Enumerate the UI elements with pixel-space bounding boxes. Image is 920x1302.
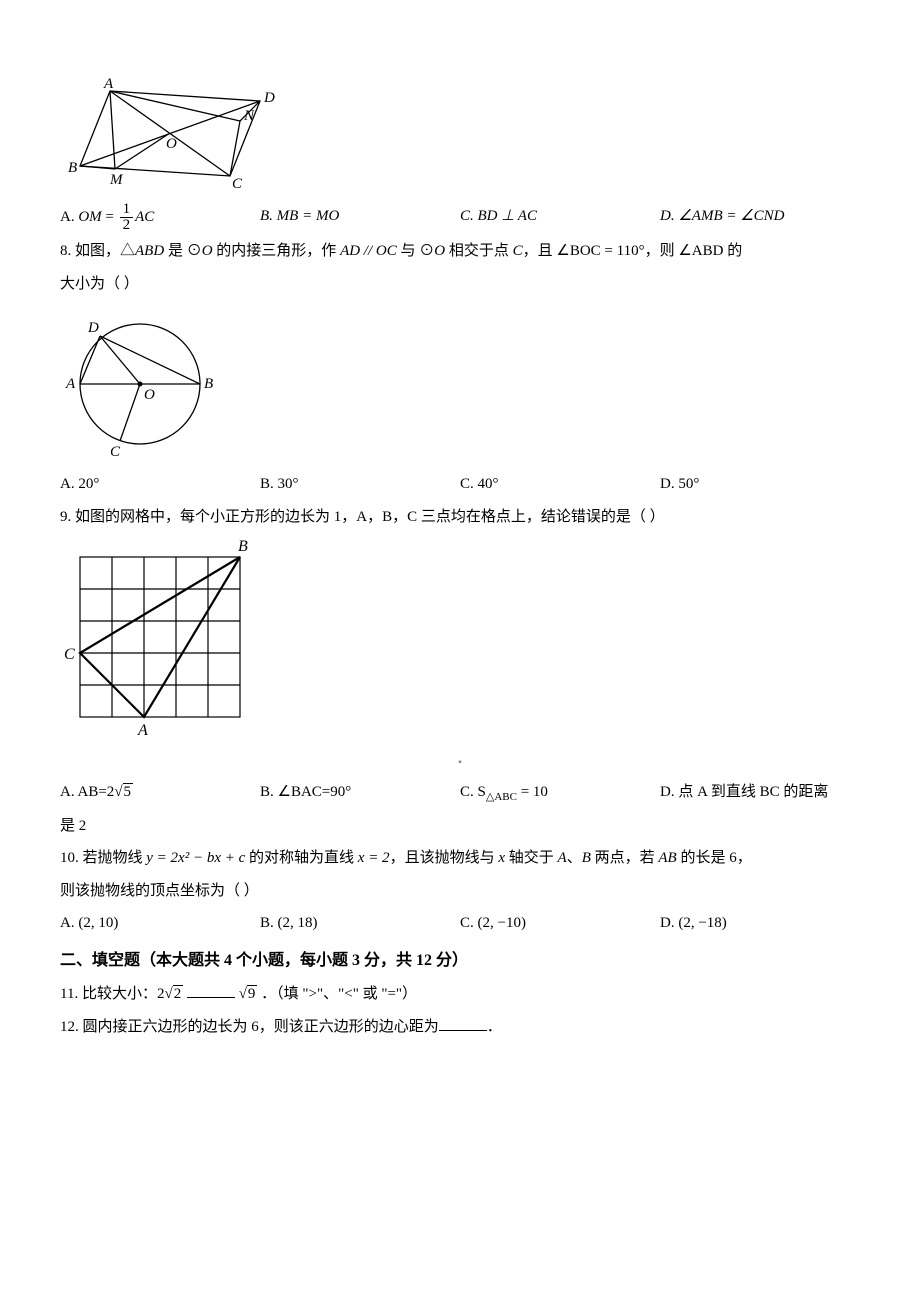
q7-optA-eq: = — [102, 209, 118, 225]
label-A: A — [103, 76, 114, 92]
q11-blank[interactable] — [187, 982, 235, 998]
q11-text: 11. 比较大小：2√2 √9 ．（填 ">"、"<" 或 "="） — [60, 980, 860, 1009]
q10-options: A. (2, 10) B. (2, 18) C. (2, −10) D. (2,… — [60, 909, 860, 938]
q7-optA-pre: A. — [60, 209, 78, 225]
label-B: B — [68, 160, 77, 176]
q12-blank[interactable] — [439, 1015, 487, 1031]
q8-optB[interactable]: B. 30° — [260, 470, 460, 499]
q12-text: 12. 圆内接正六边形的边长为 6，则该正六边形的边心距为． — [60, 1013, 860, 1042]
q10-text2: 则该抛物线的顶点坐标为（ ） — [60, 877, 860, 906]
grid-svg: B C A — [60, 537, 260, 747]
q8-optD[interactable]: D. 50° — [660, 470, 860, 499]
label-D: D — [263, 90, 275, 106]
q9-optD[interactable]: D. 点 A 到直线 BC 的距离 — [660, 778, 860, 808]
q9-optA[interactable]: A. AB=2√5 — [60, 778, 260, 808]
q9-options: A. AB=2√5 B. ∠BAC=90° C. S△ABC = 10 D. 点… — [60, 778, 860, 808]
q8-options: A. 20° B. 30° C. 40° D. 50° — [60, 470, 860, 499]
q8-text: 8. 如图，△ABD 是 ⊙O 的内接三角形，作 AD // OC 与 ⊙O 相… — [60, 237, 860, 266]
parallelogram-svg: A D B C M N O — [60, 76, 280, 196]
label-B: B — [204, 376, 213, 392]
circle-svg: A B D C O — [60, 304, 220, 464]
q9-optB[interactable]: B. ∠BAC=90° — [260, 778, 460, 808]
q9-text: 9. 如图的网格中，每个小正方形的边长为 1，A，B，C 三点均在格点上，结论错… — [60, 503, 860, 532]
q10-optC[interactable]: C. (2, −10) — [460, 909, 660, 938]
q7-optA-left: OM — [78, 209, 101, 225]
label-C: C — [64, 646, 75, 663]
q7-optA-right: AC — [135, 209, 154, 225]
q7-optA[interactable]: A. OM = 12AC — [60, 202, 260, 233]
center-marker: ▪ — [60, 753, 860, 772]
label-M: M — [109, 172, 124, 188]
q8-optC[interactable]: C. 40° — [460, 470, 660, 499]
q7-optC[interactable]: C. BD ⊥ AC — [460, 202, 660, 233]
label-C: C — [232, 176, 243, 192]
q7-figure: A D B C M N O — [60, 76, 860, 196]
q7-optB[interactable]: B. MB = MO — [260, 202, 460, 233]
q7-optD[interactable]: D. ∠AMB = ∠CND — [660, 202, 860, 233]
q8-figure: A B D C O — [60, 304, 860, 464]
q8-text2: 大小为（ ） — [60, 270, 860, 299]
label-C: C — [110, 444, 121, 460]
q7-frac: 12 — [120, 202, 134, 233]
label-A: A — [137, 722, 148, 739]
label-D: D — [87, 320, 99, 336]
section2-title: 二、填空题（本大题共 4 个小题，每小题 3 分，共 12 分） — [60, 946, 860, 976]
label-O: O — [166, 136, 177, 152]
label-N: N — [243, 108, 255, 124]
q10-optD[interactable]: D. (2, −18) — [660, 909, 860, 938]
q10-optB[interactable]: B. (2, 18) — [260, 909, 460, 938]
q9-optC[interactable]: C. S△ABC = 10 — [460, 778, 660, 808]
q9-figure: B C A — [60, 537, 860, 747]
q7-options: A. OM = 12AC B. MB = MO C. BD ⊥ AC D. ∠A… — [60, 202, 860, 233]
q10-optA[interactable]: A. (2, 10) — [60, 909, 260, 938]
label-B: B — [238, 538, 248, 555]
q10-text: 10. 若抛物线 y = 2x² − bx + c 的对称轴为直线 x = 2，… — [60, 844, 860, 873]
label-A: A — [65, 376, 76, 392]
q8-optA[interactable]: A. 20° — [60, 470, 260, 499]
q9-optD-cont: 是 2 — [60, 812, 860, 841]
label-O: O — [144, 387, 155, 403]
